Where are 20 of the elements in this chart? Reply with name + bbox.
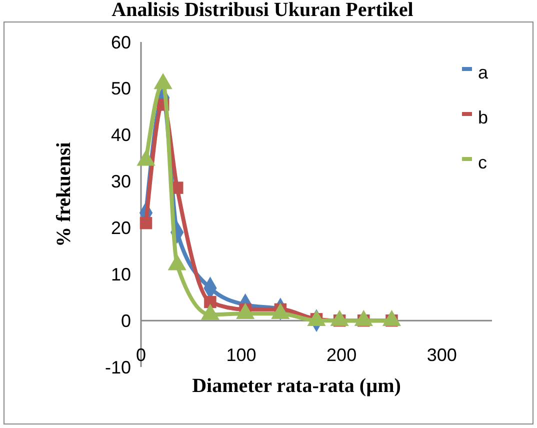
legend-label: c xyxy=(478,152,487,172)
y-tick-label: -10 xyxy=(104,357,131,378)
x-tick-label: 200 xyxy=(326,345,357,365)
point xyxy=(204,296,216,308)
y-tick-label: 40 xyxy=(110,125,131,146)
y-axis-title: % frekuensi xyxy=(53,142,75,247)
legend-label: a xyxy=(478,62,489,82)
y-tick-label: 60 xyxy=(110,32,131,52)
x-tick-label: 0 xyxy=(136,345,146,365)
legend-label: b xyxy=(478,107,488,128)
point xyxy=(140,216,152,230)
y-tick-label: 10 xyxy=(110,264,131,284)
y-tick-label: 0 xyxy=(120,310,131,331)
y-tick-label: 20 xyxy=(110,218,131,238)
x-tick-label: 300 xyxy=(426,345,457,365)
chart-title: Analisis Distribusi Ukuran Pertikel xyxy=(112,0,414,21)
x-axis-title: Diameter rata-rata (µm) xyxy=(192,375,401,397)
x-tick-label: 100 xyxy=(226,345,256,365)
y-tick-label: 30 xyxy=(110,172,131,192)
y-tick-label: 50 xyxy=(110,78,131,99)
